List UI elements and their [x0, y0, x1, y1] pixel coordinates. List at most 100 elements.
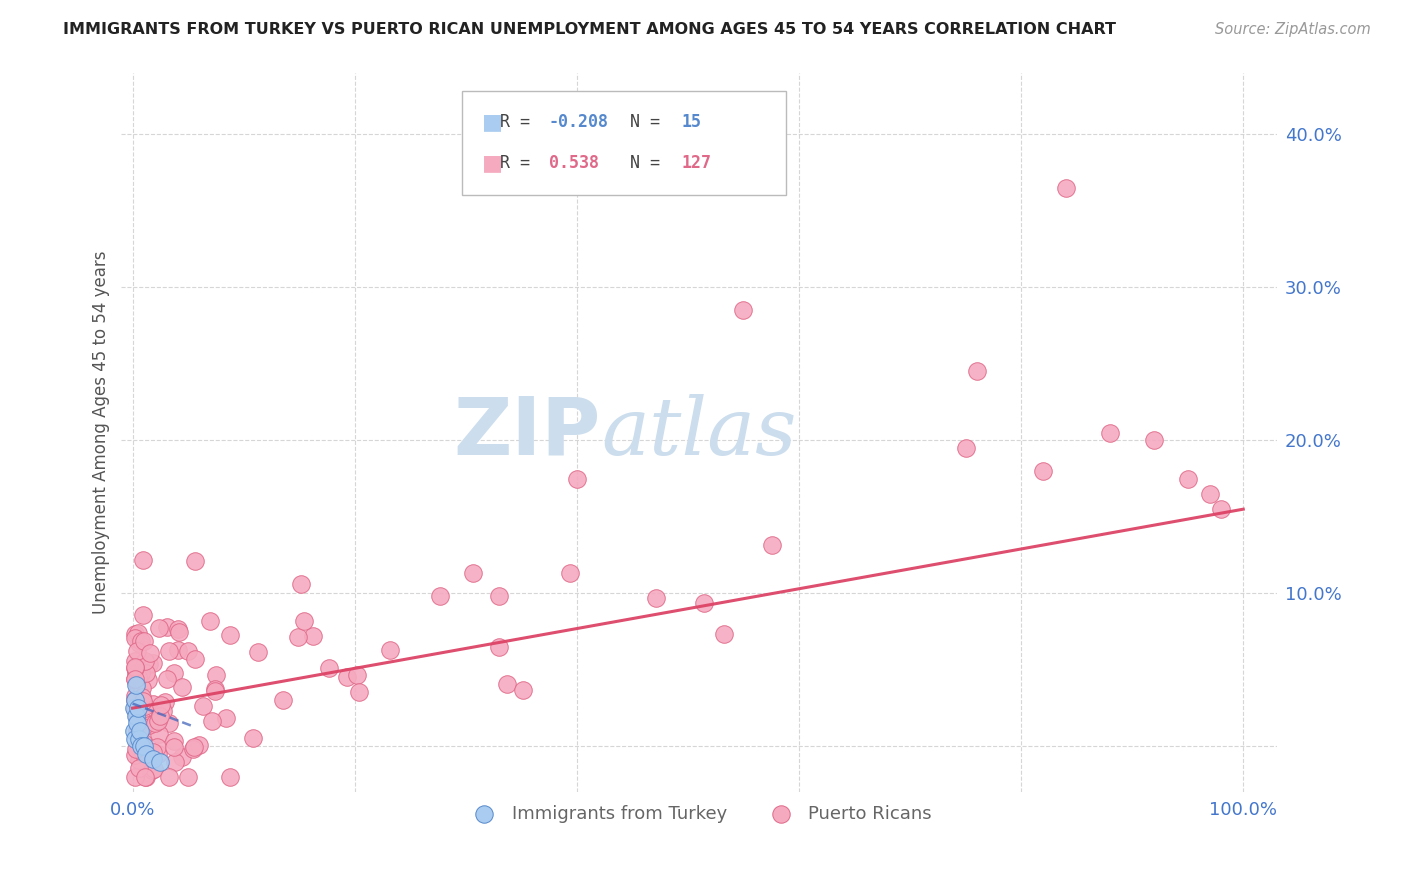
Point: [124, 659, 146, 673]
Point: [292, 615, 315, 629]
Point: [131, 607, 153, 622]
Point: [565, 472, 588, 486]
Point: [124, 672, 146, 686]
Point: [429, 589, 451, 603]
Point: [157, 644, 180, 658]
Point: [166, 622, 188, 636]
Text: 15: 15: [682, 113, 702, 131]
Point: [142, 745, 165, 759]
Text: ■: ■: [482, 112, 503, 132]
Point: [153, 695, 176, 709]
Point: [129, 666, 152, 681]
Point: [128, 761, 150, 775]
Point: [181, 742, 204, 756]
Point: [124, 672, 146, 686]
Text: -0.208: -0.208: [548, 113, 609, 131]
Point: [167, 643, 190, 657]
Point: [177, 770, 200, 784]
Point: [733, 303, 755, 318]
Point: [148, 727, 170, 741]
Point: [162, 740, 184, 755]
Point: [193, 699, 215, 714]
Point: [142, 697, 165, 711]
Point: [127, 701, 149, 715]
Point: [149, 755, 172, 769]
Text: ■: ■: [482, 153, 503, 173]
Point: [242, 731, 264, 745]
Text: ZIP: ZIP: [454, 393, 600, 472]
Text: 0.538: 0.538: [548, 154, 599, 172]
Point: [645, 591, 668, 605]
Point: [124, 654, 146, 668]
FancyBboxPatch shape: [463, 91, 786, 195]
Point: [139, 646, 162, 660]
Point: [301, 629, 323, 643]
Point: [204, 682, 226, 697]
Text: R =: R =: [501, 154, 540, 172]
Point: [131, 714, 153, 728]
Point: [131, 690, 153, 705]
Point: [132, 720, 155, 734]
Point: [141, 764, 163, 778]
Point: [318, 661, 340, 675]
Point: [200, 614, 222, 628]
Point: [170, 680, 193, 694]
Point: [152, 704, 174, 718]
Point: [966, 364, 988, 378]
Point: [149, 709, 172, 723]
Point: [129, 724, 152, 739]
Text: IMMIGRANTS FROM TURKEY VS PUERTO RICAN UNEMPLOYMENT AMONG AGES 45 TO 54 YEARS CO: IMMIGRANTS FROM TURKEY VS PUERTO RICAN U…: [63, 22, 1116, 37]
Point: [1098, 425, 1121, 440]
Point: [122, 724, 145, 739]
Point: [157, 770, 180, 784]
Point: [163, 665, 186, 680]
Point: [124, 626, 146, 640]
Point: [131, 681, 153, 696]
Point: [125, 723, 148, 737]
Point: [162, 734, 184, 748]
Point: [128, 741, 150, 756]
Text: N =: N =: [630, 154, 669, 172]
Point: [131, 734, 153, 748]
Point: [349, 685, 371, 699]
Point: [156, 620, 179, 634]
Point: [127, 625, 149, 640]
Point: [558, 566, 581, 581]
Point: [346, 667, 368, 681]
Point: [132, 739, 155, 754]
Point: [290, 576, 312, 591]
Text: N =: N =: [630, 113, 669, 131]
Point: [128, 753, 150, 767]
Point: [124, 770, 146, 784]
Point: [218, 770, 240, 784]
Point: [128, 731, 150, 746]
Point: [124, 661, 146, 675]
Point: [146, 739, 169, 754]
Point: [215, 711, 238, 725]
Point: [124, 731, 146, 746]
Point: [125, 665, 148, 680]
Point: [1177, 472, 1199, 486]
Point: [1032, 464, 1054, 478]
Text: R =: R =: [501, 113, 540, 131]
Point: [124, 693, 146, 707]
Point: [125, 716, 148, 731]
Point: [143, 716, 166, 731]
Point: [127, 676, 149, 690]
Point: [135, 770, 157, 784]
Point: [131, 739, 153, 754]
Point: [378, 642, 401, 657]
Point: [205, 667, 228, 681]
Point: [157, 715, 180, 730]
Point: [461, 566, 484, 581]
Point: [955, 441, 977, 455]
Point: [134, 770, 156, 784]
Point: [184, 652, 207, 666]
Point: [124, 631, 146, 645]
Point: [1209, 502, 1232, 516]
Point: [204, 684, 226, 698]
Point: [124, 747, 146, 762]
Point: [136, 673, 159, 687]
Point: [135, 665, 157, 680]
Point: [124, 690, 146, 704]
